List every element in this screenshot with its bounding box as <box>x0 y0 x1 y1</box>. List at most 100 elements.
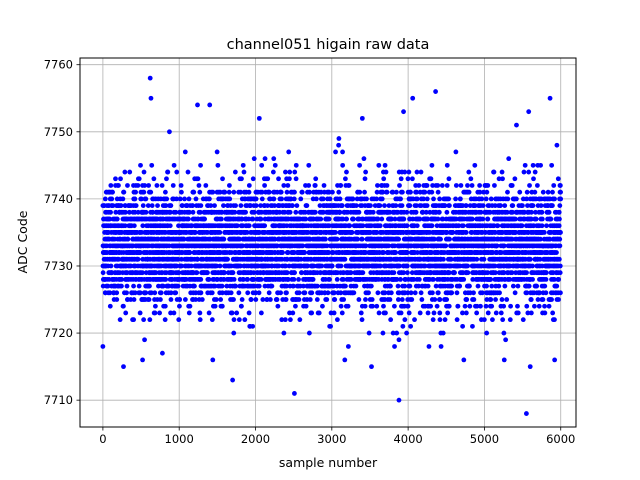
data-point <box>376 162 382 168</box>
data-point <box>276 176 281 182</box>
data-point <box>234 310 240 316</box>
data-point <box>124 283 130 289</box>
data-point <box>241 169 247 175</box>
data-point <box>227 183 232 188</box>
data-point <box>402 283 408 289</box>
data-point <box>293 162 299 168</box>
data-point <box>278 290 284 296</box>
data-point <box>446 196 452 202</box>
data-point <box>444 183 450 188</box>
data-point <box>444 209 450 215</box>
data-point <box>381 303 386 309</box>
data-point <box>454 317 460 323</box>
data-point <box>168 290 174 296</box>
data-point <box>345 303 351 309</box>
data-point <box>119 277 125 282</box>
data-point <box>100 270 106 276</box>
data-point <box>147 317 153 323</box>
data-point <box>480 216 486 222</box>
data-point <box>438 344 444 349</box>
data-point <box>425 310 431 316</box>
data-point <box>253 203 259 209</box>
data-point <box>182 196 187 202</box>
data-point <box>471 297 477 302</box>
data-point <box>437 297 443 302</box>
data-point <box>224 283 230 289</box>
data-point <box>362 303 368 309</box>
data-point <box>246 223 252 229</box>
data-point <box>375 290 381 296</box>
data-point <box>396 337 402 343</box>
data-point <box>366 330 372 336</box>
data-point <box>133 203 139 209</box>
data-point <box>289 203 295 209</box>
data-point <box>251 156 257 162</box>
data-point <box>243 209 248 215</box>
data-point <box>376 310 382 316</box>
data-point <box>429 189 435 195</box>
data-point <box>175 283 181 289</box>
data-point <box>132 196 138 202</box>
data-point <box>357 189 363 195</box>
data-point <box>258 216 264 222</box>
data-point <box>463 203 469 209</box>
data-point <box>208 203 214 209</box>
data-point <box>181 236 187 242</box>
data-point <box>150 209 156 215</box>
data-point <box>290 310 296 316</box>
data-point <box>462 303 468 309</box>
data-point <box>231 317 237 323</box>
data-point <box>334 277 340 282</box>
data-point <box>368 283 374 289</box>
data-point <box>233 283 239 289</box>
data-point <box>429 162 435 168</box>
data-point <box>279 196 284 202</box>
data-point <box>190 209 196 215</box>
data-point <box>131 223 137 229</box>
data-point <box>351 216 356 222</box>
data-point <box>424 183 430 188</box>
data-point <box>188 263 194 269</box>
data-point <box>430 277 436 282</box>
data-point <box>199 297 205 302</box>
data-point <box>340 149 345 155</box>
data-point <box>173 209 179 215</box>
data-point <box>306 162 312 168</box>
data-point <box>364 196 369 202</box>
data-point <box>293 209 299 215</box>
data-point <box>431 310 437 316</box>
data-point <box>453 183 459 188</box>
data-point <box>122 203 128 209</box>
data-point <box>384 183 390 188</box>
data-point <box>215 162 221 168</box>
data-point <box>202 216 208 222</box>
data-point <box>441 256 446 262</box>
data-point <box>232 169 238 175</box>
data-point <box>380 330 386 336</box>
data-point <box>379 196 385 202</box>
data-point <box>400 323 406 329</box>
data-point <box>182 149 188 155</box>
data-point <box>379 216 385 222</box>
data-point <box>191 189 197 195</box>
data-point <box>426 344 432 349</box>
data-point <box>142 337 147 343</box>
data-point <box>446 176 452 182</box>
data-point <box>151 176 157 182</box>
data-point <box>131 283 136 289</box>
data-point <box>158 290 164 296</box>
data-point <box>233 203 238 209</box>
data-point <box>356 297 362 302</box>
data-point <box>228 290 234 296</box>
data-point <box>286 149 292 155</box>
data-point <box>467 303 473 309</box>
data-point <box>253 196 259 202</box>
data-point <box>313 176 319 182</box>
data-point <box>217 230 223 235</box>
data-point <box>240 162 246 168</box>
data-point <box>119 283 124 289</box>
data-point <box>338 263 344 269</box>
data-point <box>242 317 248 323</box>
data-point <box>323 236 328 242</box>
data-point <box>392 344 397 349</box>
